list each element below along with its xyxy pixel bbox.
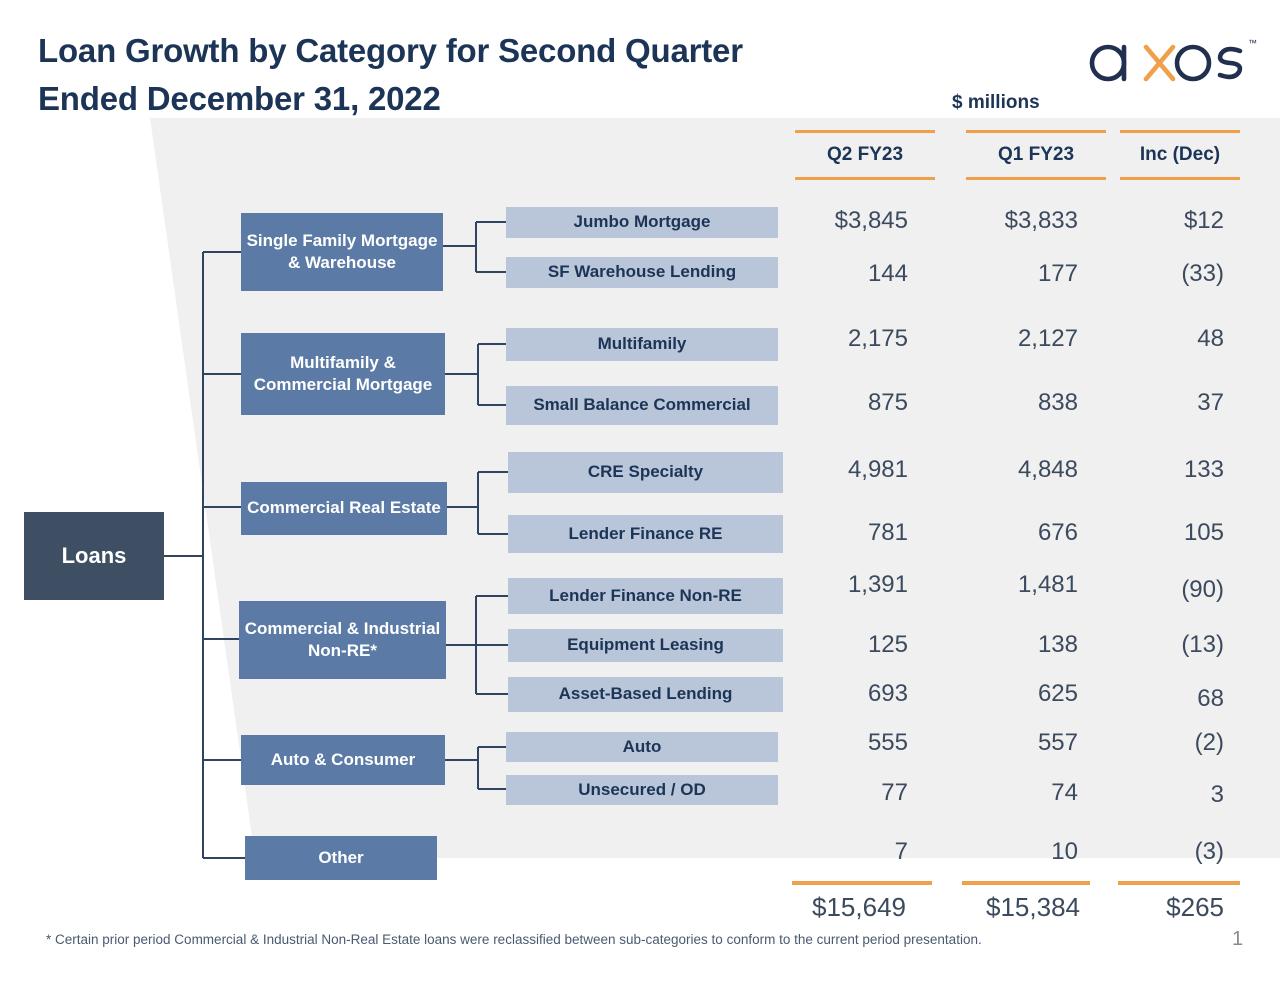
- value-inc-jumbo-mortgage: $12: [1183, 207, 1224, 234]
- tree-leaf-auto[interactable]: Auto: [506, 732, 778, 762]
- value-inc-multifamily: 48: [1197, 325, 1224, 352]
- tree-root-loans[interactable]: Loans: [24, 512, 164, 600]
- tree-leaf-sf-warehouse-lending[interactable]: SF Warehouse Lending: [506, 257, 778, 288]
- value-q2-sf-warehouse-lending: 144: [867, 260, 908, 287]
- tree-group-single-family[interactable]: Single Family Mortgage & Warehouse: [241, 213, 443, 291]
- total-value-inc-dec: $265: [1166, 891, 1224, 922]
- value-q2-lender-finance-non-re: 1,391: [847, 571, 908, 598]
- value-inc-auto: (2): [1194, 729, 1224, 756]
- tree-leaf-asset-based-lending[interactable]: Asset-Based Lending: [508, 677, 783, 712]
- tree-leaf-equipment-leasing[interactable]: Equipment Leasing: [508, 629, 783, 662]
- value-q2-asset-based-lending: 693: [867, 680, 908, 707]
- value-q2-lender-finance-re: 781: [867, 519, 908, 546]
- value-q1-jumbo-mortgage: $3,833: [1004, 207, 1078, 234]
- value-q2-auto: 555: [867, 729, 908, 756]
- trademark-symbol: ™: [1248, 38, 1257, 48]
- value-q2-unsecured-od: 77: [881, 779, 908, 806]
- tree-group-commercial-real-estate[interactable]: Commercial Real Estate: [241, 482, 447, 535]
- units-label: $ millions: [952, 92, 1040, 113]
- tree-group-commercial-industrial[interactable]: Commercial & Industrial Non-RE*: [239, 601, 446, 679]
- value-inc-unsecured-od: 3: [1210, 781, 1224, 808]
- value-q1-other: 10: [1051, 838, 1078, 865]
- total-rule-q1: [962, 881, 1090, 885]
- value-q2-cre-specialty: 4,981: [847, 456, 908, 483]
- tree-group-other[interactable]: Other: [245, 836, 437, 880]
- value-q2-equipment-leasing: 125: [867, 631, 908, 658]
- value-inc-cre-specialty: 133: [1183, 456, 1224, 483]
- tree-leaf-unsecured-od[interactable]: Unsecured / OD: [506, 775, 778, 805]
- total-value-q2: $15,649: [812, 891, 906, 922]
- value-inc-asset-based-lending: 68: [1197, 685, 1224, 712]
- footnote-text: * Certain prior period Commercial & Indu…: [46, 932, 982, 947]
- value-q1-lender-finance-non-re: 1,481: [1017, 571, 1078, 598]
- value-q1-equipment-leasing: 138: [1037, 631, 1078, 658]
- value-q1-lender-finance-re: 676: [1037, 519, 1078, 546]
- tree-group-multifamily-commercial[interactable]: Multifamily & Commercial Mortgage: [241, 333, 445, 415]
- column-header-q2: Q2 FY23: [795, 130, 935, 180]
- value-inc-lender-finance-non-re: (90): [1181, 576, 1224, 603]
- value-inc-equipment-leasing: (13): [1181, 631, 1224, 658]
- value-q1-multifamily: 2,127: [1017, 325, 1078, 352]
- page-title: Loan Growth by Category for Second Quart…: [38, 27, 1058, 123]
- value-q1-unsecured-od: 74: [1051, 779, 1078, 806]
- value-inc-lender-finance-re: 105: [1183, 519, 1224, 546]
- tree-leaf-small-balance-commercial[interactable]: Small Balance Commercial: [506, 386, 778, 425]
- column-header-inc-dec: Inc (Dec): [1120, 130, 1240, 180]
- tree-group-auto-consumer[interactable]: Auto & Consumer: [241, 735, 445, 785]
- tree-leaf-lender-finance-non-re[interactable]: Lender Finance Non-RE: [508, 578, 783, 614]
- value-q2-multifamily: 2,175: [847, 325, 908, 352]
- total-rule-q2: [792, 881, 932, 885]
- value-q1-small-balance-commercial: 838: [1037, 389, 1078, 416]
- tree-leaf-cre-specialty[interactable]: CRE Specialty: [508, 452, 783, 493]
- tree-leaf-multifamily[interactable]: Multifamily: [506, 328, 778, 361]
- total-rule-inc-dec: [1118, 881, 1240, 885]
- page-number: 1: [1232, 928, 1244, 950]
- tree-leaf-jumbo-mortgage[interactable]: Jumbo Mortgage: [506, 207, 778, 238]
- value-inc-other: (3): [1194, 838, 1224, 865]
- value-inc-sf-warehouse-lending: (33): [1181, 260, 1224, 287]
- value-q2-other: 7: [894, 838, 908, 865]
- tree-leaf-lender-finance-re[interactable]: Lender Finance RE: [508, 515, 783, 553]
- total-value-q1: $15,384: [986, 891, 1080, 922]
- page-title-line-2: Ended December 31, 2022: [38, 79, 441, 117]
- value-q1-sf-warehouse-lending: 177: [1037, 260, 1078, 287]
- value-q1-cre-specialty: 4,848: [1017, 456, 1078, 483]
- value-q1-auto: 557: [1037, 729, 1078, 756]
- value-inc-small-balance-commercial: 37: [1197, 389, 1224, 416]
- axos-logo: ™: [1089, 38, 1257, 82]
- value-q1-asset-based-lending: 625: [1037, 680, 1078, 707]
- value-q2-jumbo-mortgage: $3,845: [834, 207, 908, 234]
- column-header-q1: Q1 FY23: [966, 130, 1106, 180]
- page-title-line-1: Loan Growth by Category for Second Quart…: [38, 32, 743, 69]
- value-q2-small-balance-commercial: 875: [867, 389, 908, 416]
